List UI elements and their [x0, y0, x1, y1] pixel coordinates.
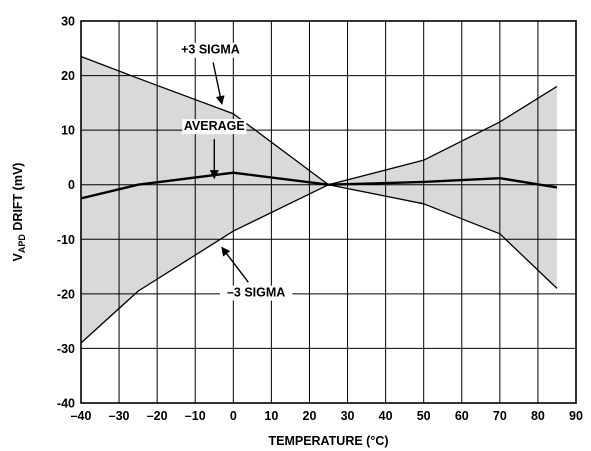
- x-tick-label: –40: [71, 409, 92, 423]
- x-axis-title: TEMPERATURE (°C): [268, 434, 388, 448]
- x-tick-label: 90: [569, 409, 583, 423]
- annotation-bg-3-sigma: [219, 285, 293, 301]
- x-tick-label: 60: [455, 409, 469, 423]
- plot-frame: [80, 20, 577, 404]
- y-axis-title-subscript: APD: [17, 234, 27, 254]
- y-tick-label: -20: [57, 287, 75, 301]
- x-tick-label: 20: [303, 409, 317, 423]
- annotation-3-sigma: +3 SIGMA: [181, 43, 240, 57]
- x-tick-label: 30: [341, 409, 355, 423]
- y-axis-title-main: V: [11, 252, 25, 261]
- annotation-average: AVERAGE: [184, 119, 245, 133]
- annotations: +3 SIGMA AVERAGE –3 SIGMA: [174, 42, 293, 301]
- y-tick-label: 0: [68, 178, 75, 192]
- x-tick-label: –10: [185, 409, 206, 423]
- y-axis-title-rest: DRIFT (mV): [11, 163, 25, 235]
- x-tick-label: 40: [379, 409, 393, 423]
- x-tick-label: –30: [109, 409, 130, 423]
- x-tick-label: 10: [264, 409, 278, 423]
- tick-labels: –40 –30 –20 –10 0 10 20 30 40 50 60 70 80 90 30 20 10 0 -1…: [57, 15, 583, 424]
- sigma-band: [81, 56, 557, 343]
- x-tick-label: 0: [230, 409, 237, 423]
- y-tick-label: -10: [57, 233, 75, 247]
- series: [80, 55, 558, 344]
- y-tick-label: 30: [61, 15, 75, 29]
- annotation-3-sigma: –3 SIGMA: [227, 286, 285, 300]
- x-tick-label: 70: [493, 409, 507, 423]
- annotation-bg-average: [182, 119, 247, 135]
- y-tick-label: 20: [61, 69, 75, 83]
- annotation-bg-3-sigma: [174, 42, 247, 58]
- series-line-3-sigma: [80, 85, 558, 344]
- x-tick-label: –20: [147, 409, 168, 423]
- y-tick-label: -40: [57, 397, 75, 411]
- y-axis-title: VAPD DRIFT (mV): [11, 163, 27, 262]
- sigma-band-fill: [81, 56, 557, 343]
- x-tick-label: 50: [417, 409, 431, 423]
- y-tick-label: -30: [57, 342, 75, 356]
- annotation-arrow-3-sigma: [212, 62, 225, 105]
- x-tick-label: 80: [531, 409, 545, 423]
- annotation-arrow-3-sigma: [221, 246, 249, 283]
- y-tick-label: 10: [61, 124, 75, 138]
